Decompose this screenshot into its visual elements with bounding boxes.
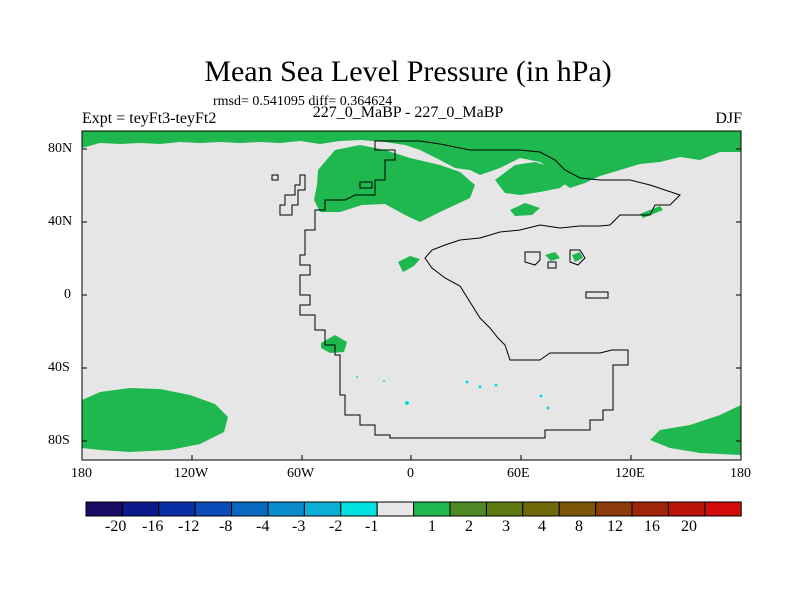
arctic-band: [82, 131, 741, 188]
colorbar-box: [376, 501, 415, 517]
colorbar-label: 1: [428, 518, 436, 535]
colorbar-box: [558, 501, 597, 517]
colorbar-box: [85, 501, 123, 517]
colorbar-label: -20: [105, 518, 127, 535]
cyan-dot: [465, 380, 469, 384]
period-label: 227_0_MaBP - 227_0_MaBP: [312, 104, 504, 121]
map-title: Mean Sea Level Pressure (in hPa): [204, 55, 612, 88]
lon-label: 180: [730, 466, 751, 481]
stats-label: rmsd= 0.541095 diff= 0.364624: [213, 94, 393, 109]
mediterranean-region: [398, 256, 420, 272]
siberia-region: [495, 162, 570, 195]
lon-label: 60E: [507, 466, 530, 481]
colorbar-box: [631, 501, 669, 517]
colorbar-box: [121, 501, 160, 517]
east-asia-outline: [524, 251, 541, 266]
colorbar-label: -8: [219, 518, 233, 535]
cyan-dot: [383, 380, 385, 382]
colorbar-box: [522, 501, 560, 517]
colorbar: [85, 501, 742, 517]
lat-label: 40N: [48, 214, 73, 229]
asia-interior-outline: [359, 181, 373, 189]
lon-label: 60W: [287, 466, 315, 481]
colorbar-label: 3: [502, 518, 510, 535]
southeast-pacific-region: [650, 405, 741, 455]
colorbar-label: -12: [178, 518, 200, 535]
colorbar-box: [303, 501, 342, 517]
colorbar-box: [449, 501, 487, 517]
axis-ticks: [81, 148, 742, 460]
colorbar-label: -3: [292, 518, 306, 535]
cyan-dot: [405, 401, 409, 405]
colorbar-label: -4: [256, 518, 270, 535]
cyan-dot: [478, 385, 482, 389]
north-atlantic-europe-region: [314, 145, 475, 222]
cyan-dot: [494, 383, 498, 387]
lon-label: 0: [407, 466, 414, 481]
lat-label: 80S: [48, 433, 70, 448]
southwest-pacific-region: [82, 388, 228, 452]
colorbar-label: -2: [329, 518, 343, 535]
lon-label: 180: [71, 466, 92, 481]
pacific-northeast-patch: [545, 252, 560, 261]
cyan-dot: [546, 406, 550, 410]
pacific-islands-outline: [547, 261, 557, 269]
colorbar-box: [194, 501, 233, 517]
lat-label: 80N: [48, 141, 73, 156]
colorbar-label: 12: [607, 518, 623, 535]
cyan-dot: [539, 394, 543, 398]
greenland-outline: [279, 174, 306, 216]
colorbar-box: [413, 501, 451, 517]
colorbar-label: -1: [365, 518, 379, 535]
main-continent-outline: [299, 140, 681, 439]
colorbar-box: [667, 501, 706, 517]
colorbar-box: [231, 501, 269, 517]
colorbar-label: 16: [644, 518, 660, 535]
positive-anomaly-regions: [82, 131, 741, 455]
colorbar-label: 20: [681, 518, 697, 535]
colorbar-label: -16: [142, 518, 164, 535]
pacific-northeast-patch-2: [572, 252, 583, 262]
south-america-patch: [321, 335, 347, 353]
season-label: DJF: [715, 110, 742, 127]
small-negative-dots: [356, 376, 550, 410]
cyan-dot: [356, 376, 358, 378]
lat-label: 0: [64, 287, 71, 302]
east-asia-region: [510, 203, 540, 216]
lon-label: 120E: [615, 466, 645, 481]
coastlines: [271, 140, 681, 439]
colorbar-box: [595, 501, 633, 517]
australia-like-outline: [585, 291, 609, 299]
lon-label: 120W: [174, 466, 209, 481]
lat-label: 40S: [48, 360, 70, 375]
japan-outline: [569, 249, 586, 266]
colorbar-label: 2: [465, 518, 473, 535]
colorbar-label: 4: [538, 518, 546, 535]
colorbar-box: [485, 501, 524, 517]
colorbar-label: 8: [575, 518, 583, 535]
colorbar-box: [704, 501, 742, 517]
colorbar-box: [158, 501, 196, 517]
colorbar-box: [267, 501, 305, 517]
colorbar-box: [340, 501, 378, 517]
arctic-islands-outline: [271, 174, 279, 181]
experiment-label: Expt = teyFt3-teyFt2: [82, 110, 217, 127]
